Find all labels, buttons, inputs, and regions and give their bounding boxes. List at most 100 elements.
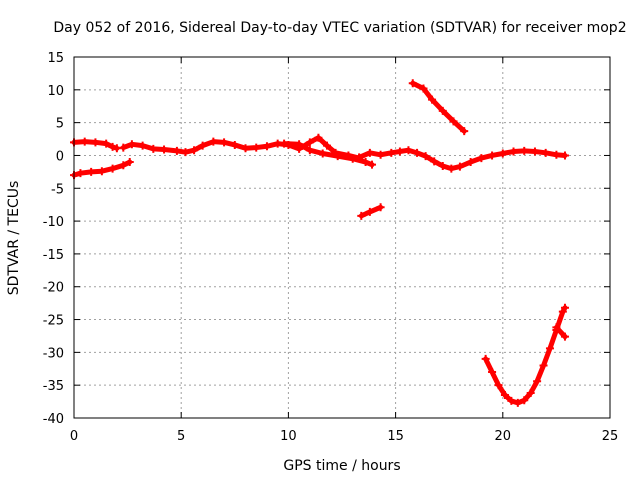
series-line: [553, 324, 568, 340]
data-point: [376, 150, 385, 159]
data-point: [507, 396, 516, 405]
series-segment-5: [355, 146, 569, 173]
y-tick-label: -5: [51, 182, 64, 197]
data-point: [190, 146, 199, 155]
data-point: [314, 133, 323, 142]
x-tick-label: 25: [602, 429, 619, 444]
data-point: [87, 167, 96, 176]
series-segment-3: [119, 133, 364, 163]
x-axis-label: GPS time / hours: [283, 458, 400, 474]
series-segment-6: [408, 79, 469, 136]
data-point: [533, 377, 542, 386]
x-tick-label: 5: [177, 429, 185, 444]
data-point: [494, 381, 503, 390]
data-point: [408, 79, 417, 88]
plot-frame: [73, 56, 611, 419]
y-tick-label: -20: [43, 281, 64, 296]
data-point: [413, 148, 422, 157]
data-point: [539, 361, 548, 370]
axis-ticks: 0 5 10 15 20 25 15 10 5 0 -5 -10 -15 -20 -25 -30 -35 -40: [43, 51, 619, 444]
data-point: [395, 147, 404, 156]
data-point: [333, 152, 342, 161]
data-point: [481, 354, 490, 363]
data-point: [560, 303, 569, 312]
data-point: [172, 146, 181, 155]
data-point: [455, 162, 464, 171]
data-point: [466, 158, 475, 167]
data-point: [368, 160, 377, 169]
data-point: [438, 106, 447, 115]
data-point: [357, 211, 366, 220]
y-tick-label: -40: [43, 412, 64, 427]
data-point: [220, 138, 229, 147]
data-point: [520, 396, 529, 405]
data-point: [376, 203, 385, 212]
data-point: [295, 140, 304, 149]
data-point: [102, 139, 111, 148]
data-point: [280, 139, 289, 148]
data-point: [125, 158, 134, 167]
data-point: [119, 161, 128, 170]
data-point: [560, 151, 569, 160]
series-segment-4: [280, 139, 377, 169]
data-point: [430, 157, 439, 166]
data-point: [447, 164, 456, 173]
data-point: [262, 142, 271, 151]
y-tick-label: -25: [43, 314, 64, 329]
data-point: [421, 152, 430, 161]
y-tick-label: -35: [43, 379, 64, 394]
data-point: [138, 141, 147, 150]
data-point: [76, 169, 85, 178]
data-point: [355, 153, 364, 162]
series-segment-7: [357, 203, 385, 220]
data-point: [230, 140, 239, 149]
data-point: [477, 154, 486, 163]
data-point: [91, 138, 100, 147]
series-line: [483, 305, 568, 406]
data-point: [404, 146, 413, 155]
data-point: [365, 207, 374, 216]
series-segment-1: [70, 137, 121, 153]
y-tick-label: 5: [56, 117, 64, 132]
data-point: [119, 143, 128, 152]
x-tick-label: 10: [280, 429, 297, 444]
data-point: [509, 147, 518, 156]
data-point: [498, 149, 507, 158]
x-tick-label: 15: [387, 429, 404, 444]
data-point: [513, 398, 522, 407]
series-segment-8: [481, 303, 569, 407]
data-point: [97, 167, 106, 176]
data-point: [361, 158, 370, 167]
data-series: [70, 79, 569, 407]
data-point: [530, 147, 539, 156]
data-point: [305, 138, 314, 147]
y-tick-label: 10: [47, 84, 64, 99]
data-point: [149, 144, 158, 153]
y-axis-label: SDTVAR / TECUs: [6, 181, 22, 296]
chart-title: Day 052 of 2016, Sidereal Day-to-day VTE…: [53, 20, 626, 36]
data-point: [428, 95, 437, 104]
data-point: [348, 154, 357, 163]
data-point: [365, 148, 374, 157]
data-point: [318, 149, 327, 158]
y-tick-label: -10: [43, 215, 64, 230]
y-tick-label: 0: [56, 149, 64, 164]
data-point: [460, 127, 469, 136]
data-point: [560, 332, 569, 341]
data-point: [198, 141, 207, 150]
data-point: [108, 142, 117, 151]
y-tick-label: -15: [43, 248, 64, 263]
series-line: [410, 80, 467, 134]
data-point: [181, 148, 190, 157]
data-point: [80, 137, 89, 146]
data-point: [305, 146, 314, 155]
data-point: [419, 84, 428, 93]
data-point: [241, 144, 250, 153]
data-point: [108, 164, 117, 173]
data-point: [127, 140, 136, 149]
y-tick-label: 15: [47, 51, 64, 66]
data-point: [488, 368, 497, 377]
data-point: [160, 145, 169, 154]
data-point: [500, 391, 509, 400]
